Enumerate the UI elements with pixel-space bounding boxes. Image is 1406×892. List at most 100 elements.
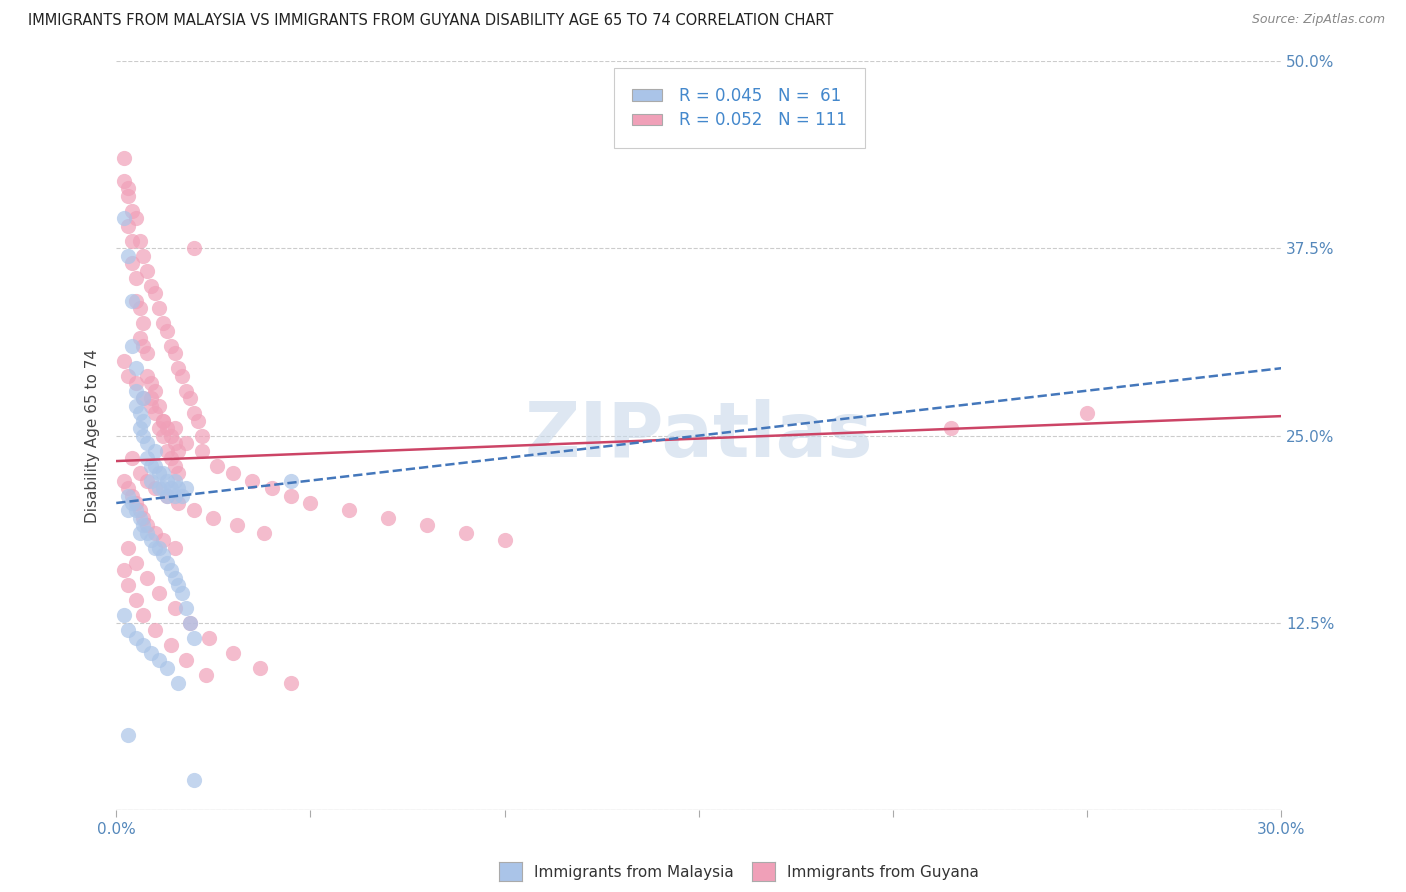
Point	[159, 451, 181, 466]
Point	[202, 511, 225, 525]
Point	[132, 316, 155, 330]
Point	[156, 489, 179, 503]
Point	[152, 414, 174, 428]
Text: IMMIGRANTS FROM MALAYSIA VS IMMIGRANTS FROM GUYANA DISABILITY AGE 65 TO 74 CORRE: IMMIGRANTS FROM MALAYSIA VS IMMIGRANTS F…	[28, 13, 834, 29]
Point	[163, 571, 186, 585]
Point	[167, 675, 190, 690]
Point	[112, 353, 135, 368]
Point	[125, 384, 148, 398]
Point	[128, 511, 150, 525]
Point	[253, 525, 276, 540]
Point	[117, 578, 139, 592]
Point	[117, 189, 139, 203]
Point	[172, 586, 194, 600]
Point	[148, 399, 170, 413]
Point	[163, 346, 186, 360]
Point	[198, 631, 221, 645]
Point	[132, 414, 155, 428]
Point	[148, 421, 170, 435]
Point	[125, 211, 148, 226]
Point	[143, 541, 166, 555]
Point	[143, 406, 166, 420]
Point	[143, 443, 166, 458]
Point	[172, 489, 194, 503]
Point	[183, 773, 205, 788]
Point	[148, 301, 170, 316]
Point	[163, 541, 186, 555]
Point	[148, 481, 170, 495]
Point	[125, 361, 148, 376]
Point	[121, 339, 143, 353]
Point	[121, 234, 143, 248]
Point	[159, 563, 181, 577]
Point	[125, 593, 148, 607]
Point	[125, 631, 148, 645]
Point	[183, 631, 205, 645]
Point	[121, 293, 143, 308]
Point	[121, 451, 143, 466]
Point	[136, 346, 159, 360]
Point	[280, 474, 302, 488]
Point	[125, 399, 148, 413]
Point	[156, 324, 179, 338]
Point	[143, 384, 166, 398]
Point	[183, 241, 205, 255]
Point	[194, 668, 217, 682]
Point	[152, 481, 174, 495]
Point	[143, 624, 166, 638]
Point	[128, 234, 150, 248]
Point	[174, 384, 197, 398]
Point	[163, 458, 186, 473]
Point	[132, 511, 155, 525]
Legend: R = 0.045   N =  61, R = 0.052   N = 111: R = 0.045 N = 61, R = 0.052 N = 111	[619, 73, 860, 143]
Point	[143, 525, 166, 540]
Point	[117, 624, 139, 638]
Point	[121, 256, 143, 270]
Point	[125, 503, 148, 517]
Point	[167, 496, 190, 510]
Point	[132, 339, 155, 353]
Point	[112, 211, 135, 226]
Point	[167, 578, 190, 592]
Point	[148, 466, 170, 480]
Point	[179, 391, 201, 405]
Point	[128, 331, 150, 345]
Point	[143, 286, 166, 301]
Point	[159, 339, 181, 353]
Point	[141, 391, 163, 405]
Point	[132, 249, 155, 263]
Point	[136, 518, 159, 533]
Point	[112, 474, 135, 488]
Y-axis label: Disability Age 65 to 74: Disability Age 65 to 74	[86, 349, 100, 523]
Point	[117, 728, 139, 742]
Point	[156, 474, 179, 488]
Point	[163, 489, 186, 503]
Point	[156, 556, 179, 570]
Point	[1076, 406, 1098, 420]
Point	[148, 541, 170, 555]
Point	[152, 414, 174, 428]
Point	[183, 503, 205, 517]
Point	[128, 466, 150, 480]
Point	[136, 368, 159, 383]
Point	[163, 421, 186, 435]
Point	[187, 414, 209, 428]
Point	[136, 474, 159, 488]
Point	[132, 608, 155, 623]
Point	[941, 421, 963, 435]
Point	[112, 608, 135, 623]
Point	[167, 443, 190, 458]
Point	[174, 436, 197, 450]
Point	[156, 661, 179, 675]
Text: ZIPatlas: ZIPatlas	[524, 399, 873, 473]
Point	[121, 203, 143, 218]
Point	[152, 428, 174, 442]
Point	[337, 503, 360, 517]
Point	[167, 466, 190, 480]
Point	[156, 489, 179, 503]
Point	[167, 361, 190, 376]
Point	[141, 533, 163, 548]
Point	[143, 481, 166, 495]
Point	[280, 489, 302, 503]
Point	[190, 428, 212, 442]
